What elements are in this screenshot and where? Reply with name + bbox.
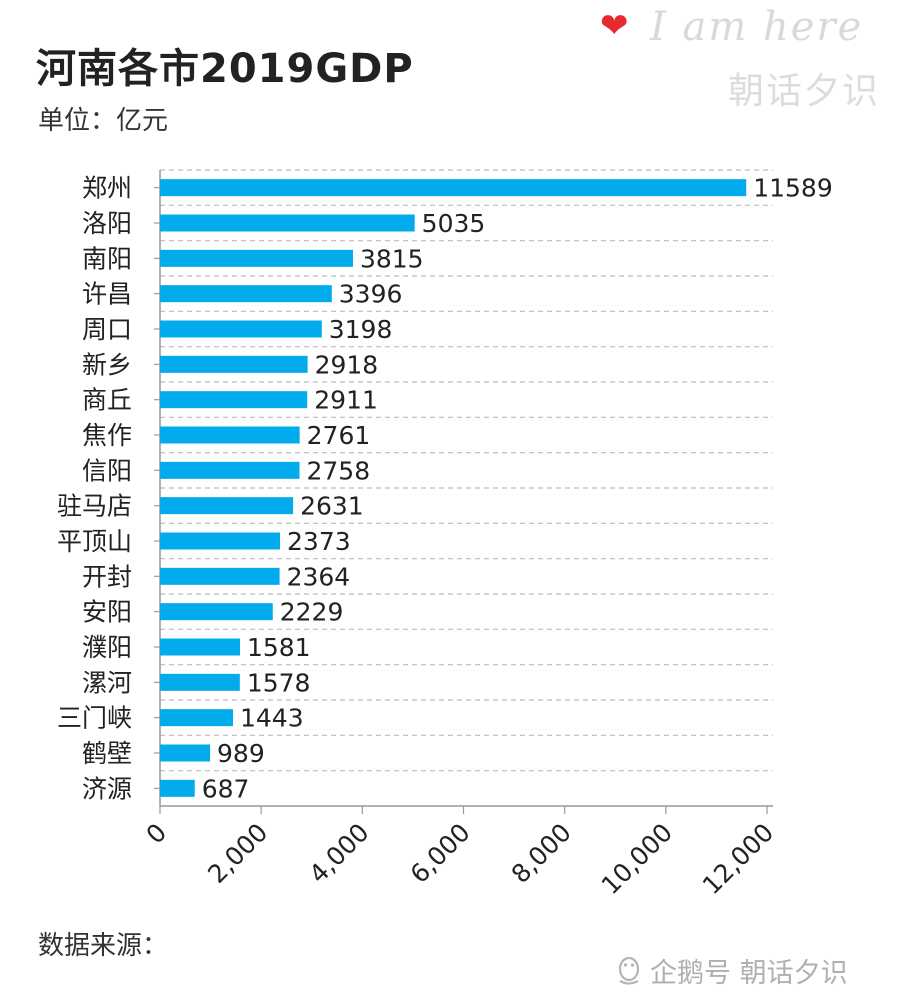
chart-title: 河南各市2019GDP	[36, 46, 414, 92]
data-label: 3815	[360, 244, 424, 273]
category-label: 周口	[82, 315, 132, 344]
data-label: 989	[217, 739, 265, 768]
data-label: 687	[202, 774, 250, 803]
data-label: 2229	[280, 598, 344, 627]
bar	[160, 603, 273, 621]
category-label: 开封	[82, 562, 132, 591]
data-label: 2918	[315, 350, 379, 379]
x-tick-label: 6,000	[405, 818, 476, 889]
bar	[160, 497, 294, 515]
category-label: 商丘	[82, 386, 132, 415]
bar	[160, 320, 322, 338]
x-tick-label: 4,000	[303, 818, 374, 889]
category-label: 南阳	[82, 244, 132, 273]
bar	[160, 673, 240, 691]
heart-icon: ❤	[600, 6, 629, 46]
category-label: 郑州	[82, 174, 132, 203]
data-label: 11589	[753, 174, 833, 203]
data-label: 5035	[422, 209, 486, 238]
data-label: 1443	[240, 704, 304, 733]
category-label: 洛阳	[82, 209, 132, 238]
category-label: 安阳	[82, 598, 132, 627]
source-label: 数据来源：	[38, 931, 169, 961]
watermark-english: I am here	[650, 4, 864, 50]
data-label: 2631	[300, 492, 364, 521]
category-label: 新乡	[82, 350, 132, 379]
data-label: 2373	[287, 527, 351, 556]
data-label: 3396	[339, 280, 403, 309]
data-label: 2761	[307, 421, 371, 450]
bar	[160, 179, 747, 197]
x-tick-label: 2,000	[202, 818, 273, 889]
x-tick-label: 10,000	[596, 818, 678, 900]
bar	[160, 779, 195, 797]
data-label: 2364	[287, 562, 351, 591]
bar	[160, 461, 300, 479]
category-label: 平顶山	[57, 527, 132, 556]
footer: 企鹅号 朝话夕识	[614, 951, 848, 990]
bar	[160, 638, 240, 656]
bar	[160, 426, 300, 444]
x-tick-label: 0	[140, 818, 172, 850]
bar	[160, 532, 281, 550]
bar	[160, 567, 280, 585]
footer-text: 企鹅号 朝话夕识	[650, 958, 848, 989]
watermark-chinese: 朝话夕识	[728, 71, 881, 112]
category-label: 许昌	[82, 280, 132, 309]
bar	[160, 285, 332, 303]
category-label: 三门峡	[57, 704, 132, 733]
category-label: 焦作	[82, 421, 132, 450]
category-label: 漯河	[82, 668, 132, 697]
data-label: 1581	[247, 633, 311, 662]
penguin-icon	[618, 956, 640, 985]
bar	[160, 249, 353, 267]
data-label: 2911	[314, 386, 378, 415]
bar	[160, 744, 211, 762]
data-label: 3198	[329, 315, 393, 344]
category-label: 濮阳	[82, 633, 132, 662]
category-label: 信阳	[82, 456, 132, 485]
category-label: 济源	[82, 774, 132, 803]
category-label: 鹤壁	[82, 739, 132, 768]
data-label: 1578	[247, 668, 311, 697]
category-label: 驻马店	[57, 492, 132, 521]
x-tick-label: 12,000	[697, 818, 779, 900]
data-label: 2758	[307, 456, 371, 485]
bar	[160, 214, 415, 232]
bar	[160, 391, 308, 409]
chart-subtitle: 单位：亿元	[38, 106, 169, 136]
x-tick-label: 8,000	[506, 818, 577, 889]
bar	[160, 355, 308, 373]
bar	[160, 709, 233, 727]
